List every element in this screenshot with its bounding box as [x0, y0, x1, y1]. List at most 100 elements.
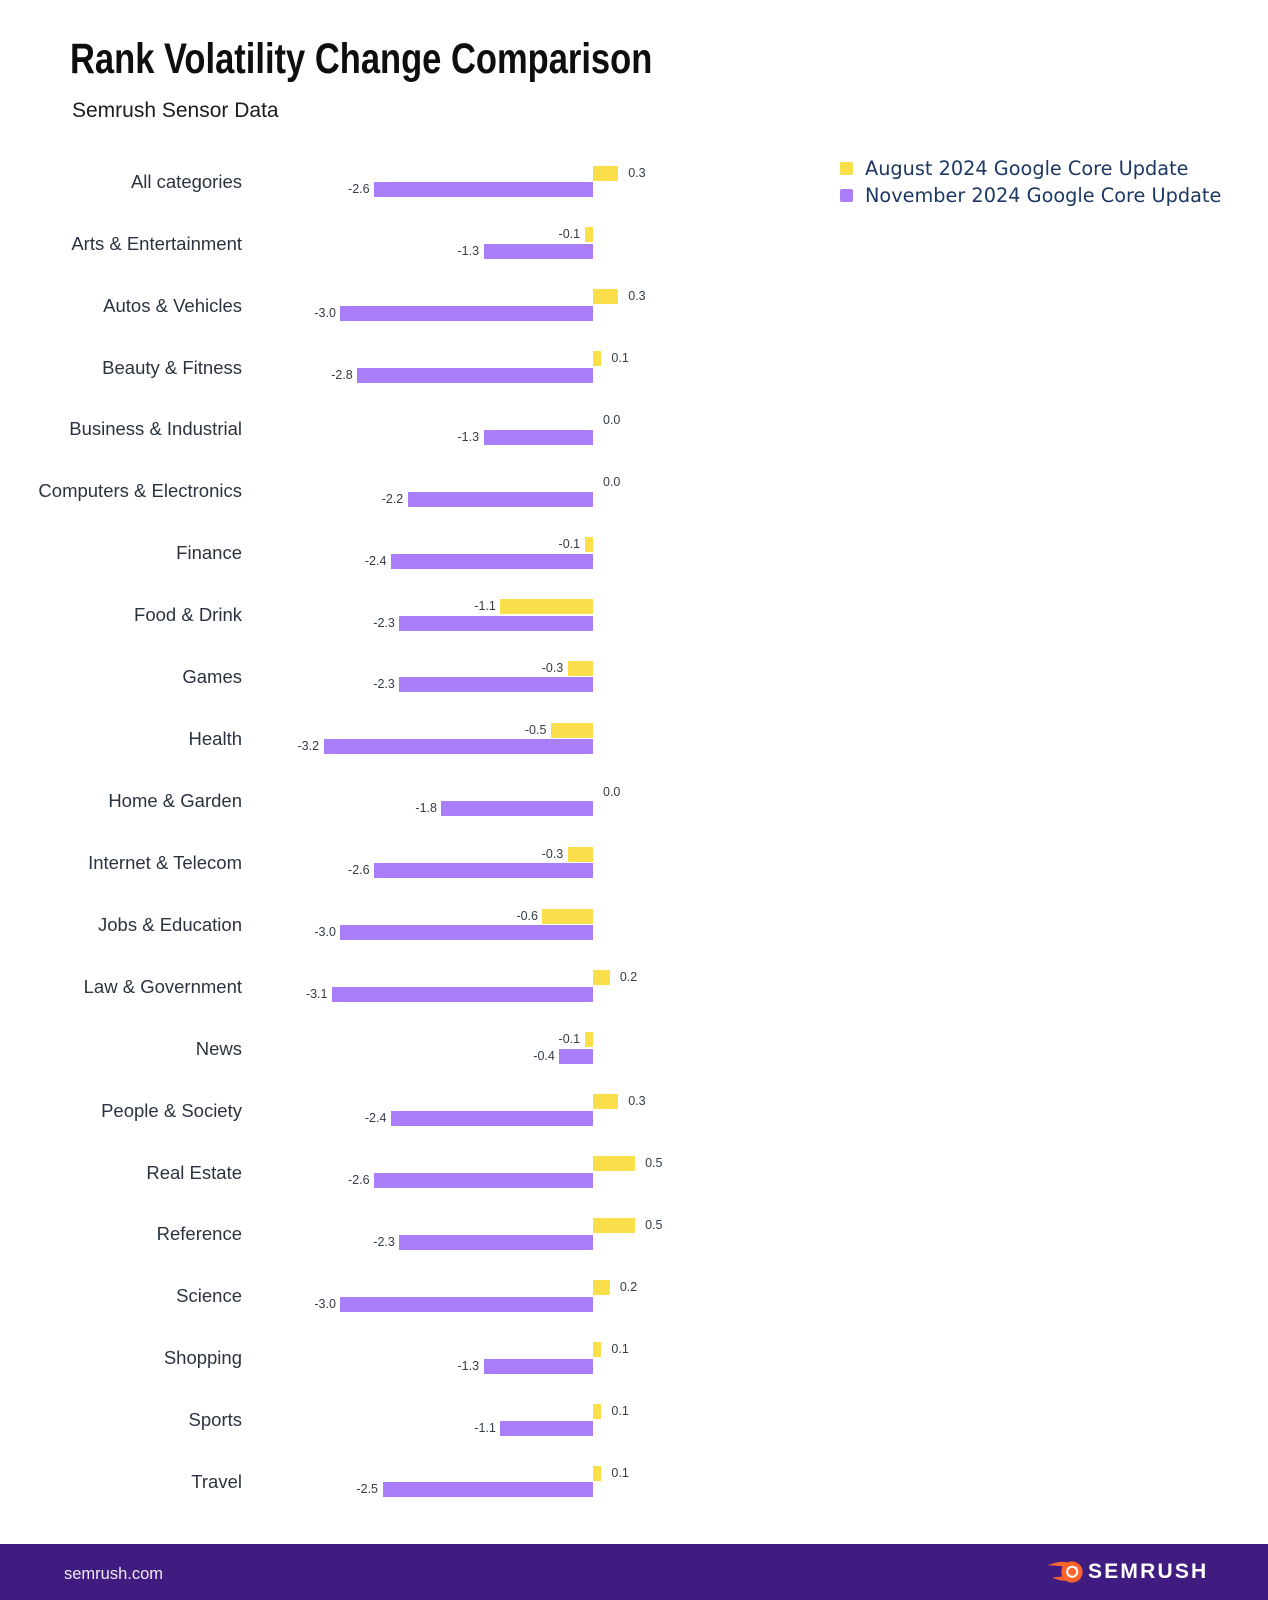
category-label: Science — [176, 1285, 242, 1307]
august-value-label: -0.1 — [558, 537, 581, 552]
semrush-flame-icon — [1047, 1561, 1083, 1583]
brand-wordmark: SEMRUSH — [1088, 1560, 1209, 1583]
november-bar — [441, 801, 593, 817]
category-label: Computers & Electronics — [38, 480, 242, 502]
november-value-label: -2.6 — [348, 1172, 370, 1187]
november-bar — [340, 1296, 593, 1312]
august-value-label: -0.3 — [541, 660, 564, 675]
november-bar — [399, 615, 593, 631]
november-bar — [399, 677, 593, 693]
november-value-label: -2.5 — [356, 1482, 378, 1497]
category-label: Law & Government — [83, 975, 242, 997]
category-label: Food & Drink — [134, 604, 242, 626]
august-value-label: 0.0 — [603, 784, 621, 799]
november-value-label: -2.4 — [364, 553, 387, 568]
category-label: Finance — [176, 542, 242, 564]
november-value-label: -0.4 — [533, 1048, 555, 1063]
legend: August 2024 Google Core Update November … — [840, 156, 1221, 209]
november-value-label: -2.2 — [381, 491, 404, 506]
brand-logo[interactable]: SEMRUSH — [1043, 1544, 1208, 1600]
august-value-label: 0.3 — [628, 289, 646, 304]
category-label: Business & Industrial — [69, 418, 242, 440]
category-label: Arts & Entertainment — [71, 232, 242, 254]
november-value-label: -2.3 — [373, 1234, 395, 1249]
legend-swatch-november-icon — [840, 188, 853, 202]
august-bar — [584, 227, 593, 243]
november-value-label: -1.1 — [474, 1420, 496, 1435]
category-label: Reference — [156, 1223, 242, 1245]
august-bar — [593, 1403, 602, 1419]
november-bar — [407, 491, 593, 507]
august-value-label: 0.2 — [619, 970, 638, 985]
november-value-label: -3.1 — [305, 987, 328, 1002]
august-bar — [584, 1032, 593, 1048]
bar-chart: All categories 0.3 -2.6 Arts & Entertainmen… — [38, 165, 663, 1498]
august-value-label: 0.1 — [611, 1403, 629, 1418]
august-value-label: -0.6 — [516, 908, 538, 923]
november-bar — [374, 182, 593, 198]
category-label: All categories — [130, 170, 242, 192]
category-label: Shopping — [163, 1347, 242, 1369]
legend-item-november[interactable]: November 2024 Google Core Update — [840, 182, 1221, 209]
category-label: News — [195, 1037, 242, 1059]
november-value-label: -3.0 — [314, 1296, 336, 1311]
november-value-label: -3.2 — [297, 739, 320, 754]
november-bar — [374, 863, 593, 879]
august-value-label: 0.5 — [645, 1218, 663, 1233]
footer-bar: semrush.com SEMRUSH — [0, 1544, 1268, 1600]
november-bar — [323, 739, 593, 755]
november-value-label: -3.0 — [314, 305, 336, 320]
august-value-label: -0.3 — [541, 846, 564, 861]
category-label: Real Estate — [146, 1161, 242, 1183]
august-bar — [593, 1280, 610, 1296]
footer-url[interactable]: semrush.com — [64, 1564, 164, 1583]
august-value-label: 0.1 — [611, 1465, 629, 1480]
august-bar — [550, 722, 593, 738]
august-bar — [593, 351, 602, 367]
legend-item-august[interactable]: August 2024 Google Core Update — [840, 156, 1221, 183]
august-bar — [542, 908, 593, 924]
category-label: People & Society — [101, 1099, 242, 1121]
august-value-label: -0.1 — [558, 227, 581, 242]
legend-swatch-august-icon — [840, 162, 853, 176]
category-label: Games — [182, 666, 242, 688]
category-label: Home & Garden — [108, 790, 242, 811]
august-bar — [593, 289, 619, 305]
november-value-label: -2.3 — [373, 615, 395, 630]
november-bar — [483, 429, 593, 445]
november-value-label: -1.8 — [415, 801, 437, 816]
august-value-label: -0.1 — [558, 1032, 581, 1047]
november-value-label: -2.8 — [331, 367, 353, 382]
november-bar — [340, 925, 593, 941]
chart-subtitle: Semrush Sensor Data — [72, 99, 279, 122]
august-bar — [593, 1465, 602, 1481]
august-bar — [593, 1156, 636, 1172]
november-bar — [399, 1234, 593, 1250]
august-value-label: 0.0 — [603, 475, 621, 490]
november-bar — [559, 1048, 593, 1064]
august-value-label: 0.5 — [645, 1156, 663, 1171]
august-bar — [593, 970, 610, 986]
november-value-label: -2.4 — [364, 1110, 387, 1125]
august-value-label: 0.3 — [628, 165, 646, 180]
chart-title: Rank Volatility Change Comparison — [70, 36, 653, 83]
august-value-label: 0.2 — [619, 1280, 638, 1295]
august-value-label: 0.3 — [628, 1094, 646, 1109]
august-bar — [593, 1218, 636, 1234]
august-bar — [593, 165, 619, 181]
november-bar — [374, 1172, 593, 1188]
november-bar — [340, 305, 593, 321]
november-value-label: -1.3 — [457, 1358, 480, 1373]
category-label: Jobs & Education — [98, 913, 242, 935]
august-bar — [593, 1341, 602, 1357]
august-value-label: -0.5 — [524, 722, 547, 737]
august-value-label: 0.1 — [611, 351, 629, 366]
november-bar — [331, 987, 593, 1003]
november-bar — [357, 367, 593, 383]
november-value-label: -2.6 — [348, 863, 370, 878]
november-bar — [483, 1358, 593, 1374]
category-label: Beauty & Fitness — [102, 356, 242, 378]
category-label: Internet & Telecom — [88, 851, 242, 873]
november-bar — [483, 244, 593, 260]
category-label: Travel — [191, 1471, 242, 1493]
